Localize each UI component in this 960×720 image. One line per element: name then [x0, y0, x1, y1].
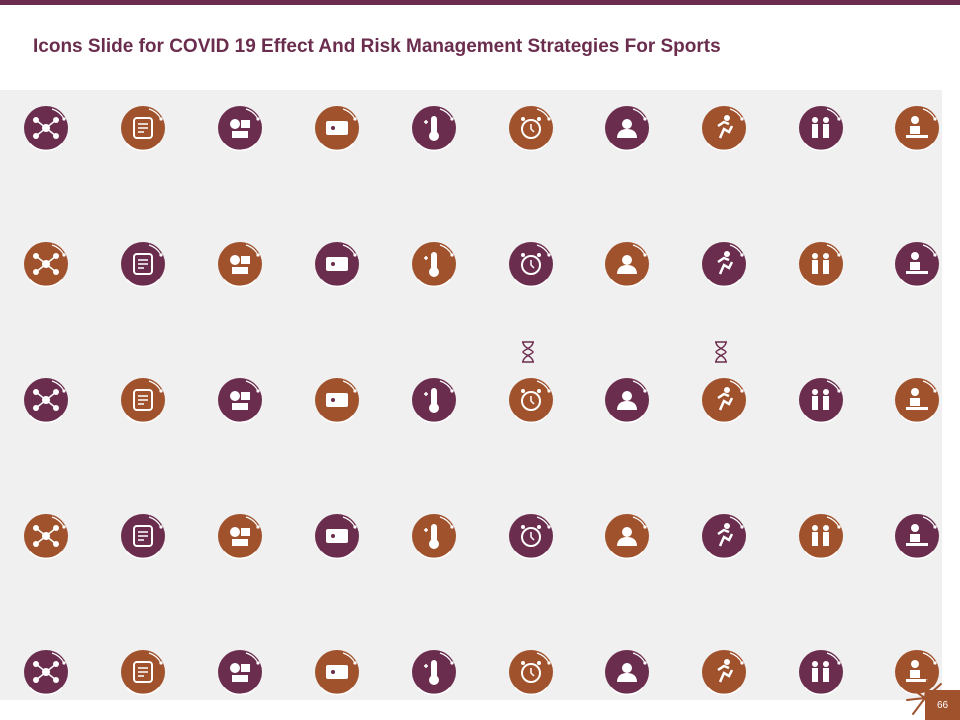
- weightlifter-icon: [507, 240, 555, 288]
- baseball-helmet-icon: [119, 512, 167, 560]
- collaboration-money-icon: [700, 648, 748, 696]
- page-number-box: [925, 690, 960, 720]
- referee-players-icon: [893, 240, 941, 288]
- person-shield-icon: [313, 376, 361, 424]
- hierarchy-icon: [216, 648, 264, 696]
- wallet-icon: [893, 648, 941, 696]
- document-settings-icon: [313, 648, 361, 696]
- sports-balls-icon: [507, 512, 555, 560]
- calendar-hand-icon: [797, 648, 845, 696]
- hourglass-icon: [711, 340, 731, 364]
- baseball-glove-icon: [119, 104, 167, 152]
- money-bag-hand-icon: [700, 240, 748, 288]
- top-accent-bar: [0, 0, 960, 5]
- hourglass-icon: [518, 340, 538, 364]
- file-icon: [410, 648, 458, 696]
- target-team-icon: [797, 512, 845, 560]
- sports-gear-icon: [313, 240, 361, 288]
- network-icon: [22, 104, 70, 152]
- flowchart-icon: [22, 512, 70, 560]
- team-people-icon: [410, 240, 458, 288]
- shield-checklist-icon: [603, 376, 651, 424]
- ticket-icon: [313, 104, 361, 152]
- athlete-jersey-icon: [410, 512, 458, 560]
- location-pin-icon: [410, 376, 458, 424]
- page-number: 66: [936, 700, 949, 711]
- runner-icon: [700, 104, 748, 152]
- businessman-money-icon: [216, 376, 264, 424]
- computer-settings-icon: [797, 376, 845, 424]
- football-runner-icon: [119, 240, 167, 288]
- thermometer-icon: [410, 104, 458, 152]
- diving-player-icon: [22, 240, 70, 288]
- stressed-person-icon: [603, 104, 651, 152]
- pyramid-chart-icon: [313, 512, 361, 560]
- clipboard-strategy-icon: [507, 376, 555, 424]
- crowd-meeting-icon: [797, 104, 845, 152]
- stadium-store-icon: [22, 648, 70, 696]
- group-discussion-icon: [603, 240, 651, 288]
- money-flow-icon: [216, 512, 264, 560]
- monitor-presentation-icon: [216, 240, 264, 288]
- team-meeting-icon: [700, 376, 748, 424]
- chat-people-icon: [603, 512, 651, 560]
- alarm-clock-icon: [507, 104, 555, 152]
- head-gears-icon: [603, 648, 651, 696]
- presenter-list-icon: [507, 648, 555, 696]
- dollar-hand-icon: [797, 240, 845, 288]
- monitor-hospital-icon: [893, 376, 941, 424]
- balance-scale-icon: [119, 376, 167, 424]
- investor-money-icon: [22, 376, 70, 424]
- slide-title: Icons Slide for COVID 19 Effect And Risk…: [33, 36, 721, 57]
- user-money-icon: [119, 648, 167, 696]
- sports-equipment-icon: [216, 104, 264, 152]
- desk-worker-icon: [893, 104, 941, 152]
- laptop-graduate-icon: [893, 512, 941, 560]
- growth-investor-icon: [700, 512, 748, 560]
